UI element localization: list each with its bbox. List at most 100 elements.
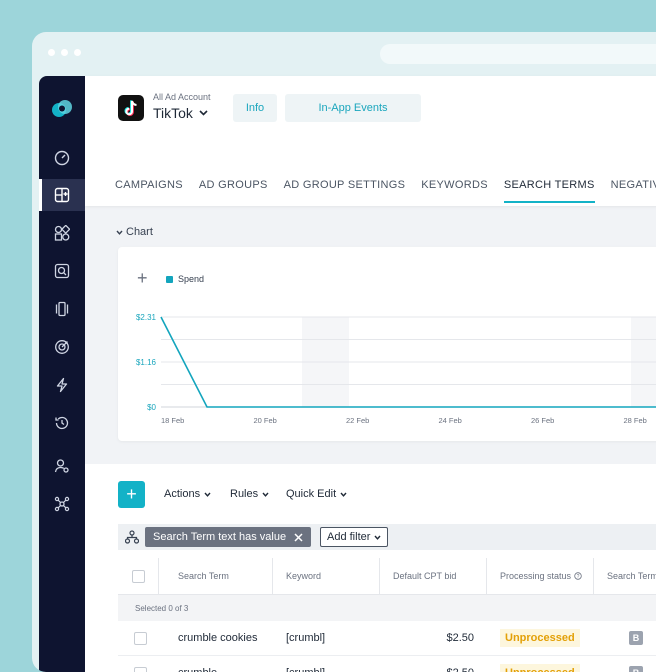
page-header: All Ad Account TikTok Info In-App Events… — [85, 76, 656, 206]
b-badge: B — [629, 631, 643, 645]
table-row[interactable]: crumble [crumbl] $2.50 Unprocessed B — [118, 656, 656, 672]
add-filter-button[interactable]: Add filter — [320, 527, 388, 547]
add-filter-label: Add filter — [327, 531, 370, 543]
row-checkbox[interactable] — [134, 632, 147, 645]
sidebar — [39, 76, 85, 672]
tab-keywords[interactable]: KEYWORDS — [421, 179, 488, 203]
status-badge: Unprocessed — [500, 629, 580, 647]
search-terms-table: Search Term Keyword Default CPT bid Proc… — [118, 558, 656, 672]
tab-bar: CAMPAIGNS AD GROUPS AD GROUP SETTINGS KE… — [115, 179, 656, 203]
col-processing-status-label: Processing status — [500, 571, 571, 581]
spend-line-chart: $0 $1.16 $2.31 18 Feb 20 Feb 22 Feb 24 Feb 26 F… — [118, 247, 656, 441]
x-tick-label: 22 Feb — [346, 416, 369, 425]
shapes-icon[interactable] — [39, 217, 85, 249]
tab-campaigns[interactable]: CAMPAIGNS — [115, 179, 183, 203]
actions-label: Actions — [164, 488, 200, 500]
bid-cell[interactable]: $2.50 — [380, 656, 474, 672]
history-icon[interactable] — [39, 407, 85, 439]
status-badge: Unprocessed — [500, 664, 580, 672]
hierarchy-icon[interactable] — [125, 530, 139, 544]
window-controls — [48, 49, 81, 56]
x-tick-label: 26 Feb — [531, 416, 554, 425]
tiktok-logo-icon — [118, 95, 144, 121]
campaigns-icon[interactable] — [39, 179, 85, 211]
tab-search-terms[interactable]: SEARCH TERMS — [504, 179, 595, 203]
b-badge: B — [629, 666, 643, 672]
badge-cell: B — [629, 621, 643, 655]
window-dot[interactable] — [48, 49, 55, 56]
chevron-down-icon — [204, 492, 211, 497]
filter-chip-label: Search Term text has value — [153, 531, 286, 543]
filter-bar: Search Term text has value Add filter — [118, 524, 656, 550]
chevron-down-icon — [262, 492, 269, 497]
search-insights-icon[interactable] — [39, 255, 85, 287]
rules-menu[interactable]: Rules — [230, 488, 269, 500]
account-label: All Ad Account — [153, 92, 211, 102]
status-cell: Unprocessed — [500, 656, 580, 672]
svg-text:?: ? — [577, 574, 580, 580]
x-tick-label: 20 Feb — [254, 416, 277, 425]
select-all-cell — [118, 558, 159, 594]
chevron-down-icon — [374, 535, 381, 540]
search-term-cell: crumble — [178, 656, 217, 672]
y-tick-label: $1.16 — [136, 358, 157, 367]
account-name: TikTok — [153, 105, 193, 121]
dashboard-icon[interactable] — [39, 142, 85, 174]
main-content: All Ad Account TikTok Info In-App Events… — [85, 76, 656, 672]
info-button[interactable]: Info — [233, 94, 277, 122]
badge-cell: B — [629, 656, 643, 672]
chart-toggle[interactable]: Chart — [116, 226, 153, 238]
quick-edit-menu[interactable]: Quick Edit — [286, 488, 347, 500]
y-tick-label: $0 — [147, 403, 156, 412]
chevron-down-icon — [340, 492, 347, 497]
chevron-down-icon — [116, 230, 123, 235]
add-button[interactable]: + — [118, 481, 145, 508]
chart-toggle-label: Chart — [126, 226, 153, 238]
in-app-events-button[interactable]: In-App Events — [285, 94, 421, 122]
tab-negative-keywords[interactable]: NEGATIVE KE — [611, 179, 656, 203]
close-icon[interactable] — [294, 533, 303, 542]
x-tick-label: 28 Feb — [624, 416, 647, 425]
quick-edit-label: Quick Edit — [286, 488, 336, 500]
status-cell: Unprocessed — [500, 621, 580, 655]
y-tick-label: $2.31 — [136, 313, 157, 322]
col-search-term[interactable]: Search Term — [158, 558, 273, 594]
col-default-cpt-bid[interactable]: Default CPT bid — [380, 558, 487, 594]
browser-window: All Ad Account TikTok Info In-App Events… — [32, 32, 656, 672]
window-dot[interactable] — [74, 49, 81, 56]
account-selector[interactable]: TikTok — [153, 105, 208, 121]
tab-ad-group-settings[interactable]: AD GROUP SETTINGS — [284, 179, 406, 203]
creatives-icon[interactable] — [39, 293, 85, 325]
table-header: Search Term Keyword Default CPT bid Proc… — [118, 558, 656, 595]
selection-summary: Selected 0 of 3 — [118, 595, 656, 621]
x-tick-label: 24 Feb — [439, 416, 462, 425]
row-checkbox-cell — [134, 656, 147, 672]
tab-ad-groups[interactable]: AD GROUPS — [199, 179, 268, 203]
keyword-cell: [crumbl] — [286, 656, 325, 672]
help-icon[interactable]: ? — [574, 572, 582, 580]
table-row[interactable]: crumble cookies [crumbl] $2.50 Unprocess… — [118, 621, 656, 656]
row-checkbox[interactable] — [134, 667, 147, 672]
col-processing-status[interactable]: Processing status ? — [487, 558, 594, 594]
col-search-term-2[interactable]: Search Term — [594, 558, 656, 594]
app-logo-icon[interactable] — [49, 96, 75, 122]
keyword-cell: [crumbl] — [286, 621, 325, 655]
table-panel: + Actions Rules Quick Edit — [85, 464, 656, 672]
chevron-down-icon — [199, 110, 208, 116]
rules-label: Rules — [230, 488, 258, 500]
integrations-icon[interactable] — [39, 488, 85, 520]
filter-chip[interactable]: Search Term text has value — [145, 527, 311, 547]
audience-icon[interactable] — [39, 450, 85, 482]
select-all-checkbox[interactable] — [132, 570, 145, 583]
bid-cell[interactable]: $2.50 — [380, 621, 474, 655]
address-bar[interactable] — [380, 44, 656, 64]
x-tick-label: 18 Feb — [161, 416, 184, 425]
automation-icon[interactable] — [39, 369, 85, 401]
search-term-cell: crumble cookies — [178, 621, 257, 655]
window-dot[interactable] — [61, 49, 68, 56]
col-keyword[interactable]: Keyword — [273, 558, 380, 594]
row-checkbox-cell — [134, 621, 147, 655]
target-icon[interactable] — [39, 331, 85, 363]
actions-menu[interactable]: Actions — [164, 488, 211, 500]
